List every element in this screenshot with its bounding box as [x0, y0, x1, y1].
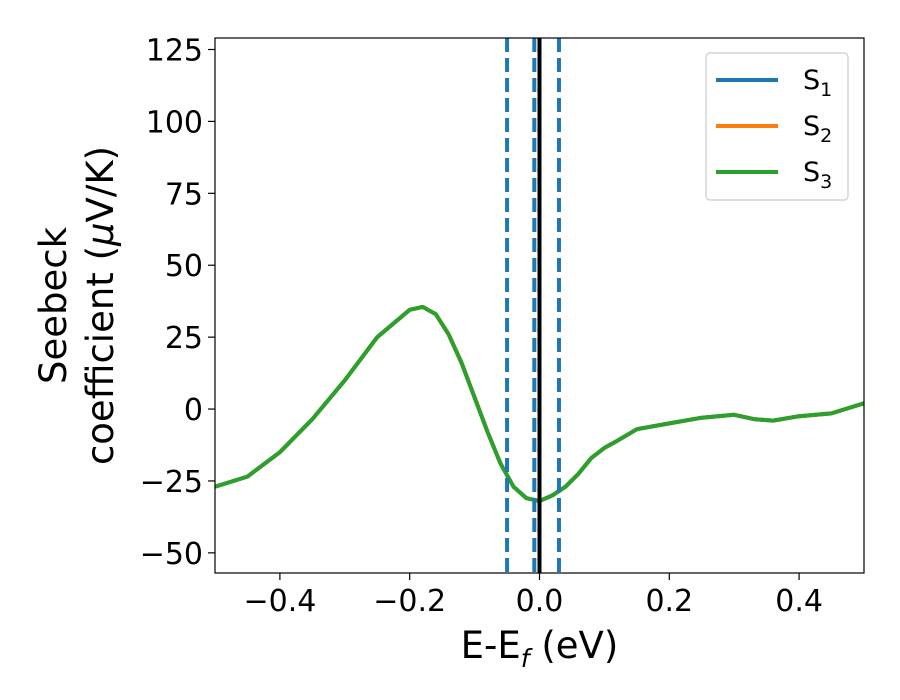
- y-tick-label: 50: [165, 249, 203, 284]
- y-axis-title-line1: Seebeck: [32, 226, 75, 384]
- x-axis-title: E-Ef (eV): [461, 624, 619, 673]
- x-axis: −0.4 −0.2 0.0 0.2 0.4: [243, 573, 823, 619]
- y-axis-title-line2: coefficient (μV/K): [79, 146, 122, 465]
- legend-label-s2: S2: [803, 111, 832, 147]
- y-tick-label: 75: [165, 177, 203, 212]
- x-tick-label: −0.4: [243, 584, 316, 619]
- y-axis: −50 −25 0 25 50 75 100 125: [140, 34, 215, 572]
- y-tick-label: 25: [165, 321, 203, 356]
- legend-label-s3: S3: [803, 157, 832, 193]
- legend-label-s1: S1: [803, 65, 832, 101]
- y-tick-label: 0: [184, 393, 203, 428]
- y-tick-label: 125: [146, 34, 203, 69]
- x-tick-label: 0.2: [645, 584, 693, 619]
- x-tick-label: −0.2: [373, 584, 446, 619]
- y-tick-label: −25: [140, 465, 203, 500]
- y-tick-label: 100: [146, 105, 203, 140]
- y-tick-label: −50: [140, 537, 203, 572]
- x-tick-label: 0.0: [516, 584, 564, 619]
- x-tick-label: 0.4: [775, 584, 823, 619]
- plot-area: [215, 38, 864, 573]
- legend: S1 S2 S3: [705, 52, 849, 201]
